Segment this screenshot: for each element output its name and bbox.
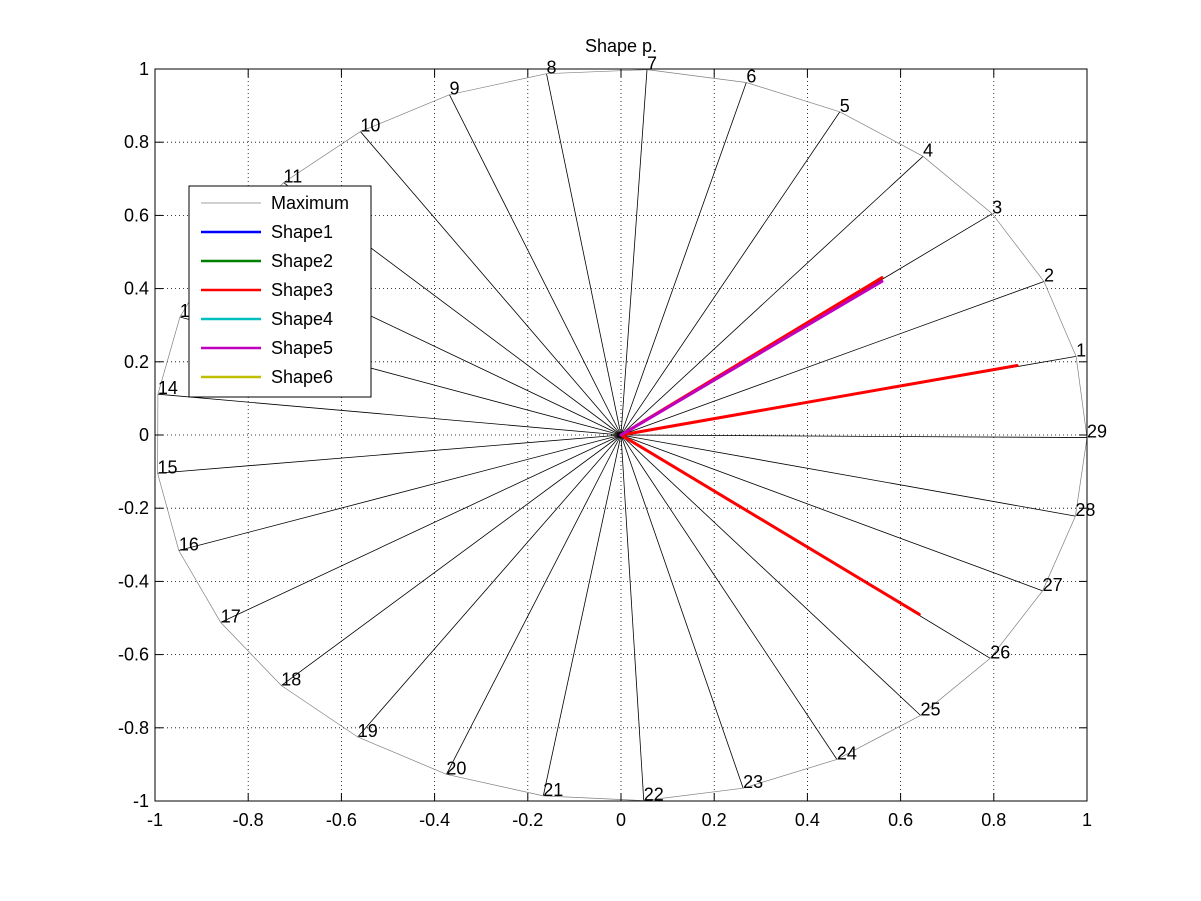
chart-title: Shape p. bbox=[585, 36, 657, 56]
x-tick-label: 0.2 bbox=[702, 810, 727, 830]
spoke-label: 16 bbox=[179, 535, 199, 555]
x-tick-label: 1 bbox=[1082, 810, 1092, 830]
spoke-line bbox=[620, 434, 838, 760]
spoke-line bbox=[178, 434, 622, 551]
legend-label: Shape6 bbox=[271, 367, 333, 387]
maximum-outline bbox=[157, 69, 1088, 801]
spoke-label: 25 bbox=[921, 699, 941, 719]
y-tick-label: -0.8 bbox=[118, 718, 149, 738]
spoke-line bbox=[620, 434, 1087, 438]
spoke-label: 1 bbox=[1076, 340, 1086, 360]
spoke-label: 10 bbox=[360, 116, 380, 136]
x-tick-label: -0.8 bbox=[233, 810, 264, 830]
spoke-label: 19 bbox=[358, 721, 378, 741]
spoke-label: 27 bbox=[1043, 575, 1063, 595]
y-tick-label: 0 bbox=[139, 425, 149, 445]
x-tick-label: -1 bbox=[147, 810, 163, 830]
spoke-line bbox=[620, 434, 1043, 592]
spoke-line bbox=[449, 94, 622, 436]
spoke-label: 28 bbox=[1075, 500, 1095, 520]
spoke-line bbox=[542, 434, 622, 796]
x-tick-label: 0 bbox=[616, 810, 626, 830]
spoke-label: 22 bbox=[644, 785, 664, 805]
y-tick-label: -0.4 bbox=[118, 571, 149, 591]
spoke-label: 23 bbox=[743, 772, 763, 792]
spoke-line bbox=[220, 434, 622, 623]
y-tick-label: -0.6 bbox=[118, 645, 149, 665]
spoke-label: 26 bbox=[990, 642, 1010, 662]
x-tick-label: -0.2 bbox=[512, 810, 543, 830]
maximum-polygon bbox=[157, 69, 1088, 801]
spoke-line bbox=[620, 281, 1045, 436]
spoke-line bbox=[620, 155, 924, 436]
spoke-label: 18 bbox=[281, 670, 301, 690]
spoke-label: 9 bbox=[449, 79, 459, 99]
spoke-label: 24 bbox=[837, 743, 857, 763]
spoke-line bbox=[546, 73, 622, 436]
spokes bbox=[157, 69, 1087, 801]
spoke-label: 17 bbox=[221, 606, 241, 626]
legend-label: Shape1 bbox=[271, 222, 333, 242]
spoke-label: 8 bbox=[546, 58, 556, 78]
spoke-label: 3 bbox=[992, 198, 1002, 218]
x-tick-label: -0.4 bbox=[419, 810, 450, 830]
spoke-label: 15 bbox=[158, 457, 178, 477]
spoke-line bbox=[157, 393, 622, 436]
series-segment bbox=[619, 363, 1019, 437]
legend-label: Maximum bbox=[271, 193, 349, 213]
x-tick-label: 0.4 bbox=[795, 810, 820, 830]
spoke-label: 20 bbox=[446, 758, 466, 778]
legend-label: Shape3 bbox=[271, 280, 333, 300]
y-tick-label: 0.2 bbox=[124, 352, 149, 372]
spoke-line bbox=[360, 131, 622, 436]
spoke-line bbox=[620, 82, 747, 436]
spoke-label: 2 bbox=[1044, 265, 1054, 285]
spoke-line bbox=[620, 434, 921, 716]
y-tick-label: -1 bbox=[133, 791, 149, 811]
spoke-label: 7 bbox=[647, 54, 657, 74]
spoke-line bbox=[620, 434, 645, 801]
y-tick-label: 1 bbox=[139, 59, 149, 79]
spoke-line bbox=[620, 69, 648, 436]
x-tick-label: 0.8 bbox=[981, 810, 1006, 830]
series-segment bbox=[619, 279, 884, 437]
spoke-label: 11 bbox=[284, 167, 303, 187]
spoke-line bbox=[157, 434, 622, 474]
spoke-line bbox=[620, 434, 1076, 517]
legend: Maximum Shape1 Shape2 Shape3 Shape4 Shape5 Sha… bbox=[188, 185, 372, 398]
y-tick-label: -0.2 bbox=[118, 498, 149, 518]
axis-ticks bbox=[154, 68, 1088, 802]
y-tick-label: 0.4 bbox=[124, 279, 149, 299]
y-tick-label: 0.8 bbox=[124, 132, 149, 152]
y-tick-label: 0.6 bbox=[124, 205, 149, 225]
shape-series bbox=[619, 276, 1019, 616]
legend-box bbox=[188, 185, 372, 398]
spoke-label: 6 bbox=[746, 66, 756, 86]
spoke-label: 4 bbox=[923, 140, 933, 160]
spoke-label: 5 bbox=[840, 96, 850, 116]
spoke-line bbox=[281, 434, 622, 686]
tick-labels: -1 -0.8 -0.6 -0.4 -0.2 0 0.2 0.4 0.6 0.8 110.80.60… bbox=[118, 59, 1092, 830]
spoke-label: 14 bbox=[158, 378, 178, 398]
legend-label: Shape5 bbox=[271, 338, 333, 358]
spoke-line bbox=[357, 434, 622, 738]
legend-label: Shape2 bbox=[271, 251, 333, 271]
spoke-line bbox=[446, 434, 622, 775]
x-tick-label: -0.6 bbox=[326, 810, 357, 830]
spoke-label: 29 bbox=[1087, 422, 1107, 442]
legend-label: Shape4 bbox=[271, 309, 333, 329]
spoke-line bbox=[620, 111, 841, 436]
series-segment bbox=[619, 433, 921, 616]
spoke-line bbox=[620, 434, 744, 789]
spoke-label: 21 bbox=[543, 780, 563, 800]
x-tick-label: 0.6 bbox=[888, 810, 913, 830]
